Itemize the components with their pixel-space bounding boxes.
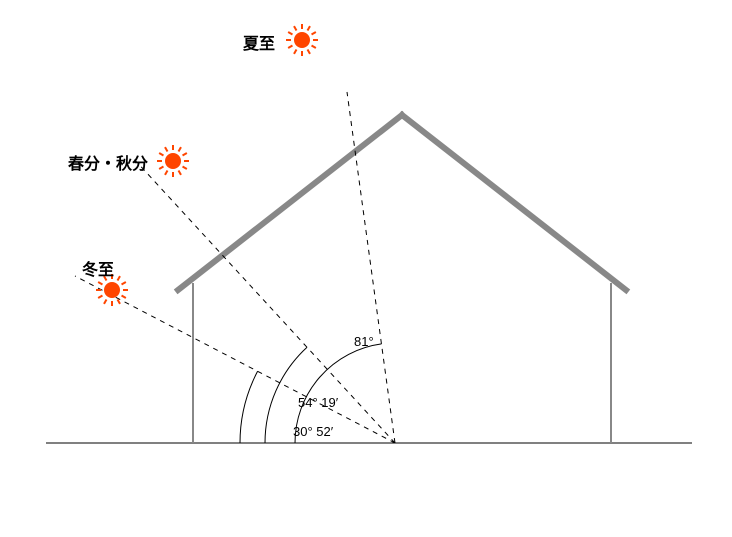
angle-label-winter: 30° 52′ <box>293 424 333 439</box>
house-roof-left <box>178 115 402 290</box>
sun-icon <box>286 24 318 56</box>
season-label-summer: 夏至 <box>243 30 275 54</box>
sun-angle-diagram: 夏至 81° 春分・秋分 54° 19′ 冬至 30° 52′ <box>0 0 732 537</box>
sun-ray-summer <box>347 92 395 443</box>
house-roof-right <box>402 115 626 290</box>
angle-label-summer: 81° <box>354 334 374 349</box>
season-label-equinox: 春分・秋分 <box>68 150 148 174</box>
sun-ray-equinox <box>134 159 395 443</box>
sun-icon <box>157 145 189 177</box>
season-label-winter: 冬至 <box>82 256 114 280</box>
sun-ray-winter <box>75 276 395 443</box>
angle-arc <box>240 371 258 443</box>
angle-label-equinox: 54° 19′ <box>298 395 338 410</box>
